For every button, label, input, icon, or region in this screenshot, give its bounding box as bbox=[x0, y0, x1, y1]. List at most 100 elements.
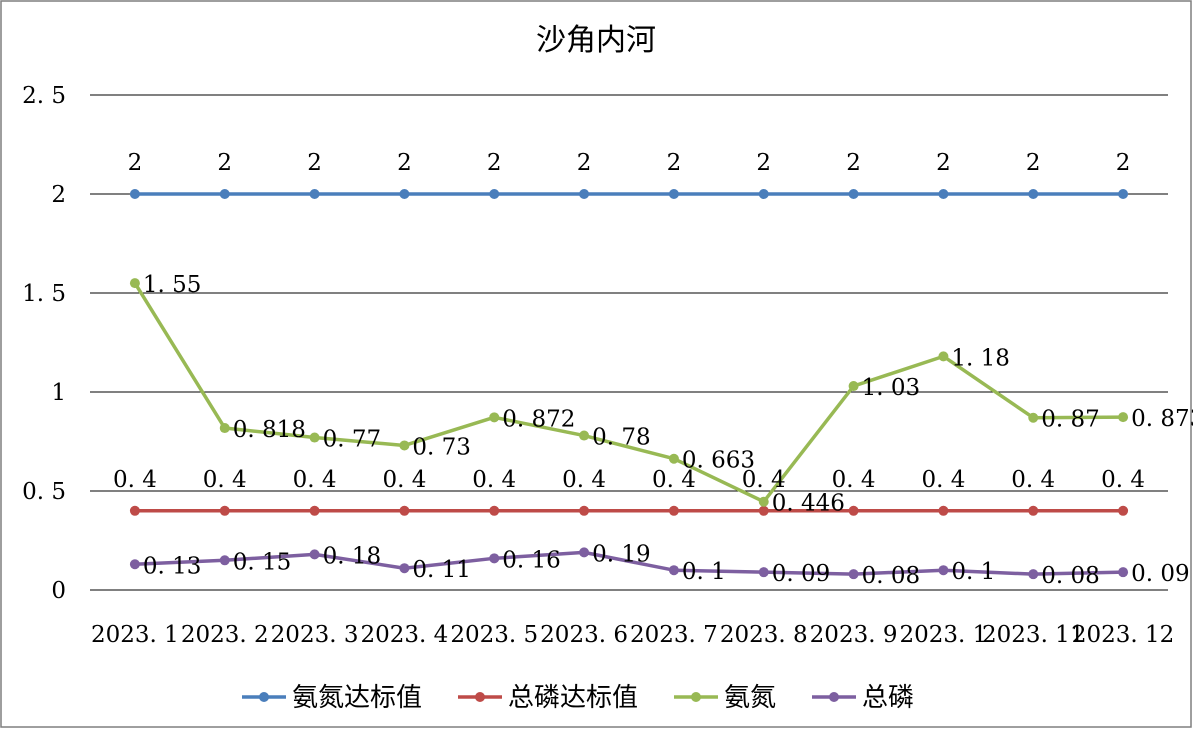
data-label: 2 bbox=[756, 150, 771, 176]
data-label: 0. 663 bbox=[682, 448, 755, 474]
data-point bbox=[219, 189, 230, 199]
data-label: 0. 77 bbox=[323, 427, 382, 453]
data-point bbox=[1118, 567, 1129, 578]
data-label: 0. 873 bbox=[1131, 406, 1193, 432]
data-label: 0. 08 bbox=[1041, 563, 1100, 589]
data-label: 0. 446 bbox=[772, 491, 845, 517]
y-tick-label: 2. 5 bbox=[22, 83, 66, 109]
data-label: 0. 19 bbox=[592, 541, 651, 567]
data-label: 0. 16 bbox=[502, 547, 561, 573]
data-point bbox=[489, 505, 500, 516]
data-label: 0. 4 bbox=[1101, 467, 1145, 493]
data-point bbox=[309, 549, 320, 560]
legend-label: 氨氮达标值 bbox=[292, 683, 422, 713]
x-tick-label: 2023. 11 bbox=[982, 622, 1084, 648]
data-label: 2 bbox=[397, 150, 412, 176]
data-label: 0. 4 bbox=[203, 467, 247, 493]
data-point bbox=[758, 567, 769, 578]
data-point bbox=[1118, 505, 1129, 516]
data-label: 2 bbox=[128, 150, 143, 176]
data-label: 0. 09 bbox=[1131, 561, 1190, 587]
data-label: 0. 4 bbox=[652, 467, 696, 493]
data-label: 2 bbox=[667, 150, 682, 176]
data-point bbox=[399, 505, 410, 516]
x-axis: 2023. 1 2023. 2 2023. 3 2023. 4 2023. 5 2023.… bbox=[91, 622, 1174, 648]
data-point bbox=[758, 189, 769, 199]
data-label: 0. 87 bbox=[1041, 407, 1100, 433]
data-label: 0. 09 bbox=[772, 561, 831, 587]
data-point bbox=[848, 505, 859, 516]
y-tick-label: 0. 5 bbox=[22, 479, 66, 505]
data-label: 2 bbox=[1116, 150, 1131, 176]
data-point bbox=[219, 555, 230, 566]
data-point bbox=[938, 565, 949, 576]
data-label: 2 bbox=[936, 150, 951, 176]
data-point bbox=[758, 496, 769, 507]
series-2 bbox=[129, 505, 1129, 516]
data-point bbox=[938, 505, 949, 516]
series-3 bbox=[129, 278, 1129, 507]
data-point bbox=[758, 505, 769, 516]
x-tick-label: 2023. 1 bbox=[91, 622, 179, 648]
data-point bbox=[1028, 189, 1039, 199]
y-axis: 0 0. 5 1 1. 5 2 2. 5 bbox=[22, 83, 66, 604]
data-point bbox=[219, 423, 230, 434]
x-tick-label: 2023. 3 bbox=[271, 622, 359, 648]
y-tick-label: 0 bbox=[51, 578, 66, 604]
legend-item: 氨氮 bbox=[674, 683, 776, 713]
data-point bbox=[668, 565, 679, 576]
data-point bbox=[309, 432, 320, 443]
data-label: 0. 15 bbox=[233, 549, 292, 575]
x-tick-label: 2023. 6 bbox=[540, 622, 628, 648]
y-tick-label: 1. 5 bbox=[22, 281, 66, 307]
data-label: 0. 1 bbox=[682, 559, 726, 585]
data-point bbox=[399, 189, 410, 199]
data-label: 0. 4 bbox=[472, 467, 516, 493]
data-label: 2 bbox=[1026, 150, 1041, 176]
legend-swatch-marker bbox=[829, 692, 839, 702]
x-tick-label: 2023. 2 bbox=[181, 622, 269, 648]
data-label: 1. 18 bbox=[951, 345, 1010, 371]
data-point bbox=[579, 430, 590, 441]
data-label: 1. 55 bbox=[143, 272, 202, 298]
data-label: 0. 4 bbox=[832, 467, 876, 493]
series-4 bbox=[129, 547, 1129, 580]
data-point bbox=[309, 505, 320, 516]
data-point bbox=[129, 559, 140, 570]
data-label: 0. 78 bbox=[592, 425, 651, 451]
data-point bbox=[129, 505, 140, 516]
data-point bbox=[399, 440, 410, 451]
data-point bbox=[399, 563, 410, 574]
data-label: 0. 4 bbox=[382, 467, 426, 493]
legend: 氨氮达标值 总磷达标值 氨氮 总磷 bbox=[242, 683, 914, 713]
data-label: 2 bbox=[217, 150, 232, 176]
x-tick-label: 2023. 5 bbox=[450, 622, 538, 648]
data-point bbox=[1028, 412, 1039, 423]
data-label: 0. 4 bbox=[293, 467, 337, 493]
legend-label: 氨氮 bbox=[724, 683, 776, 713]
data-point bbox=[848, 189, 859, 199]
data-label: 0. 4 bbox=[1011, 467, 1055, 493]
data-label: 0. 13 bbox=[143, 553, 202, 579]
legend-label: 总磷达标值 bbox=[508, 683, 638, 713]
series-1 bbox=[129, 189, 1129, 199]
data-label: 0. 73 bbox=[412, 434, 471, 460]
data-label: 2 bbox=[577, 150, 592, 176]
data-point bbox=[129, 189, 140, 199]
chart-title: 沙角内河 bbox=[536, 23, 656, 58]
x-tick-label: 2023. 4 bbox=[361, 622, 449, 648]
data-point bbox=[489, 553, 500, 564]
data-label: 0. 18 bbox=[323, 543, 382, 569]
legend-item: 总磷 bbox=[812, 683, 914, 713]
legend-item: 总磷达标值 bbox=[458, 683, 638, 713]
x-tick-label: 2023. 8 bbox=[720, 622, 808, 648]
data-point bbox=[1118, 189, 1129, 199]
data-point bbox=[938, 189, 949, 199]
y-tick-label: 1 bbox=[51, 380, 66, 406]
data-point bbox=[668, 505, 679, 516]
data-point bbox=[219, 505, 230, 516]
data-point bbox=[1028, 505, 1039, 516]
data-point bbox=[668, 189, 679, 199]
